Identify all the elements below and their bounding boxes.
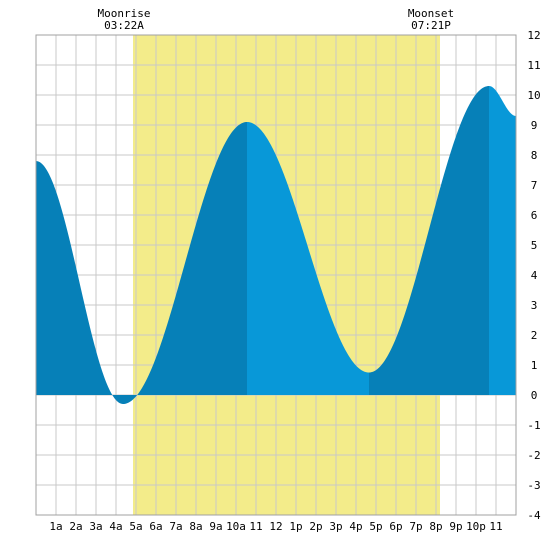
moon-event-time: 07:21P — [411, 19, 451, 32]
x-tick-label: 11 — [489, 520, 502, 533]
x-tick-label: 6a — [149, 520, 162, 533]
rising-tide-area — [369, 86, 489, 395]
y-tick-label: 6 — [531, 209, 538, 222]
x-tick-label: 1a — [49, 520, 62, 533]
moon-event-label: Moonset — [408, 7, 454, 20]
y-tick-label: -4 — [527, 509, 541, 522]
x-tick-label: 10a — [226, 520, 246, 533]
y-tick-label: -2 — [527, 449, 540, 462]
y-tick-label: 5 — [531, 239, 538, 252]
y-tick-label: 4 — [531, 269, 538, 282]
rising-tide-area — [36, 122, 247, 404]
x-tick-label: 9p — [449, 520, 462, 533]
tide-areas — [36, 86, 516, 404]
y-tick-label: -3 — [527, 479, 540, 492]
y-tick-label: 12 — [527, 29, 540, 42]
moon-event-time: 03:22A — [104, 19, 144, 32]
x-tick-label: 2a — [69, 520, 82, 533]
y-tick-label: 2 — [531, 329, 538, 342]
x-tick-label: 8a — [189, 520, 202, 533]
x-tick-label: 1p — [289, 520, 302, 533]
x-tick-label: 11 — [249, 520, 262, 533]
x-tick-label: 3a — [89, 520, 102, 533]
x-tick-label: 7p — [409, 520, 422, 533]
x-tick-label: 5a — [129, 520, 142, 533]
x-tick-label: 12 — [269, 520, 282, 533]
y-tick-label: -1 — [527, 419, 540, 432]
x-tick-label: 7a — [169, 520, 182, 533]
y-tick-label: 0 — [531, 389, 538, 402]
x-tick-labels: 1a 2a 3a 4a 5a 6a 7a 8a 9a 10a 11 12 1p 2p 3p 4p 5p 6p 7p 8… — [49, 520, 502, 533]
y-tick-label: 10 — [527, 89, 540, 102]
x-tick-label: 4a — [109, 520, 122, 533]
x-tick-label: 4p — [349, 520, 362, 533]
x-tick-label: 5p — [369, 520, 382, 533]
y-tick-label: 7 — [531, 179, 538, 192]
x-tick-label: 3p — [329, 520, 342, 533]
falling-tide-area — [247, 122, 369, 395]
x-tick-label: 9a — [209, 520, 222, 533]
x-tick-label: 10p — [466, 520, 486, 533]
x-tick-label: 6p — [389, 520, 402, 533]
x-tick-label: 2p — [309, 520, 322, 533]
plot-border — [35, 34, 517, 516]
y-tick-label: 11 — [527, 59, 540, 72]
moon-event-label: Moonrise — [98, 7, 151, 20]
y-tick-label: 8 — [531, 149, 538, 162]
y-tick-label: 3 — [531, 299, 538, 312]
x-tick-label: 8p — [429, 520, 442, 533]
falling-tide-area — [489, 86, 516, 395]
y-tick-label: 9 — [531, 119, 538, 132]
y-tick-label: 1 — [531, 359, 538, 372]
